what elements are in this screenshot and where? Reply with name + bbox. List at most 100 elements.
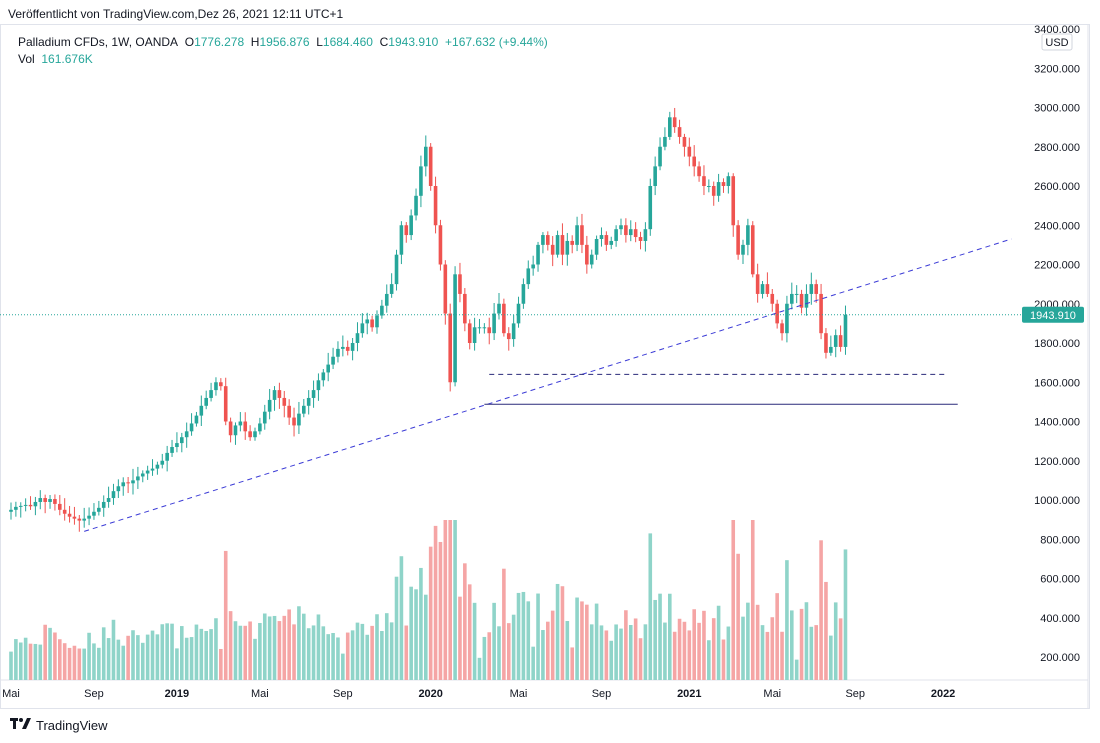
volume-bar: [341, 653, 345, 680]
tradingview-logo[interactable]: TradingView: [10, 717, 108, 733]
candle-body: [819, 293, 823, 334]
volume-bar: [53, 632, 57, 680]
volume-bar: [790, 610, 794, 680]
volume-bar: [23, 637, 28, 680]
candle-body: [355, 333, 360, 343]
volume-bar: [409, 586, 413, 680]
volume-bar: [697, 622, 701, 680]
volume-bar: [336, 637, 340, 680]
candle-body: [750, 225, 755, 275]
candle-body: [467, 323, 472, 343]
candle-body: [219, 382, 223, 387]
candle-body: [433, 186, 438, 226]
candle-body: [140, 473, 145, 477]
legend-low-label: L: [316, 35, 323, 49]
volume-bar: [511, 614, 516, 680]
candle-body: [619, 225, 623, 230]
volume-bar: [43, 624, 47, 680]
candle-body: [511, 323, 516, 340]
candle-body: [306, 397, 311, 406]
volume-bar: [560, 586, 565, 680]
volume-bar: [345, 632, 350, 680]
volume-bar: [458, 596, 462, 680]
candle-body: [375, 315, 379, 328]
candle-body: [345, 346, 350, 351]
candle-body: [790, 293, 794, 304]
tradingview-logo-icon: [10, 717, 32, 733]
candle-body: [38, 498, 43, 502]
candle-body: [448, 313, 452, 383]
candle-body: [184, 431, 189, 438]
candle-body: [760, 284, 765, 294]
volume-bar: [487, 632, 492, 680]
volume-bar: [770, 617, 775, 680]
candle-body: [555, 235, 560, 255]
candle-body: [67, 513, 72, 517]
candle-body: [614, 229, 618, 241]
candle-body: [292, 417, 296, 426]
volume-bar: [609, 640, 614, 680]
volume-bar: [170, 623, 174, 680]
x-axis-tick-label: 2020: [418, 688, 442, 700]
volume-bar: [121, 645, 126, 680]
volume-bar: [38, 644, 43, 680]
volume-bar: [101, 627, 106, 680]
volume-bar: [755, 604, 760, 680]
candle-body: [262, 411, 267, 424]
volume-bar: [199, 628, 204, 680]
volume-bar: [497, 626, 501, 680]
candle-body: [672, 117, 677, 128]
volume-bar: [72, 645, 77, 680]
y-axis-tick-label: 3000.000: [1034, 103, 1080, 115]
volume-bar: [550, 610, 555, 680]
volume-bar: [433, 525, 438, 680]
volume-bar: [702, 610, 706, 680]
volume-bar: [272, 615, 277, 680]
candle-body: [77, 518, 82, 521]
y-axis-tick-label: 1200.000: [1034, 456, 1080, 468]
volume-bar: [594, 603, 599, 680]
candle-body: [399, 225, 404, 255]
volume-bar: [638, 638, 643, 680]
x-axis-tick-label: Mai: [763, 688, 781, 700]
candle-body: [716, 182, 721, 196]
candle-body: [707, 186, 711, 187]
volume-bar: [365, 634, 370, 680]
candle-body: [170, 447, 174, 453]
candle-body: [711, 186, 716, 196]
candle-body: [248, 431, 252, 438]
y-axis-tick-label: 2600.000: [1034, 181, 1080, 193]
candle-body: [111, 491, 116, 499]
volume-bar: [258, 622, 262, 680]
published-by-header: Veröffentlicht von TradingView.com,Dez 2…: [8, 7, 344, 21]
volume-bar: [619, 628, 623, 680]
volume-bar: [463, 563, 467, 680]
volume-bar: [824, 581, 828, 680]
candle-body: [209, 390, 213, 398]
candle-body: [243, 421, 248, 432]
volume-bar: [243, 625, 248, 680]
candle-body: [87, 515, 91, 519]
volume-bar: [721, 639, 726, 680]
candle-body: [419, 166, 423, 196]
candle-body: [824, 333, 828, 353]
candle-body: [365, 319, 370, 324]
volume-bar: [219, 648, 223, 680]
volume-bar: [467, 584, 472, 680]
candle-body: [599, 235, 604, 239]
candle-body: [228, 421, 233, 436]
candle-body: [721, 182, 726, 186]
currency-badge: [1041, 33, 1073, 51]
volume-bar: [809, 626, 814, 680]
candle-body: [428, 146, 433, 186]
volume-bar: [48, 627, 52, 680]
volume-bar: [414, 589, 418, 680]
candle-body: [297, 413, 301, 426]
candle-body: [326, 364, 330, 373]
legend-volume: Vol 161.676K: [18, 52, 93, 66]
volume-bar: [18, 642, 23, 680]
legend-low-value: 1684.460: [322, 35, 373, 49]
volume-bar: [804, 602, 809, 680]
candle-body: [121, 482, 126, 487]
